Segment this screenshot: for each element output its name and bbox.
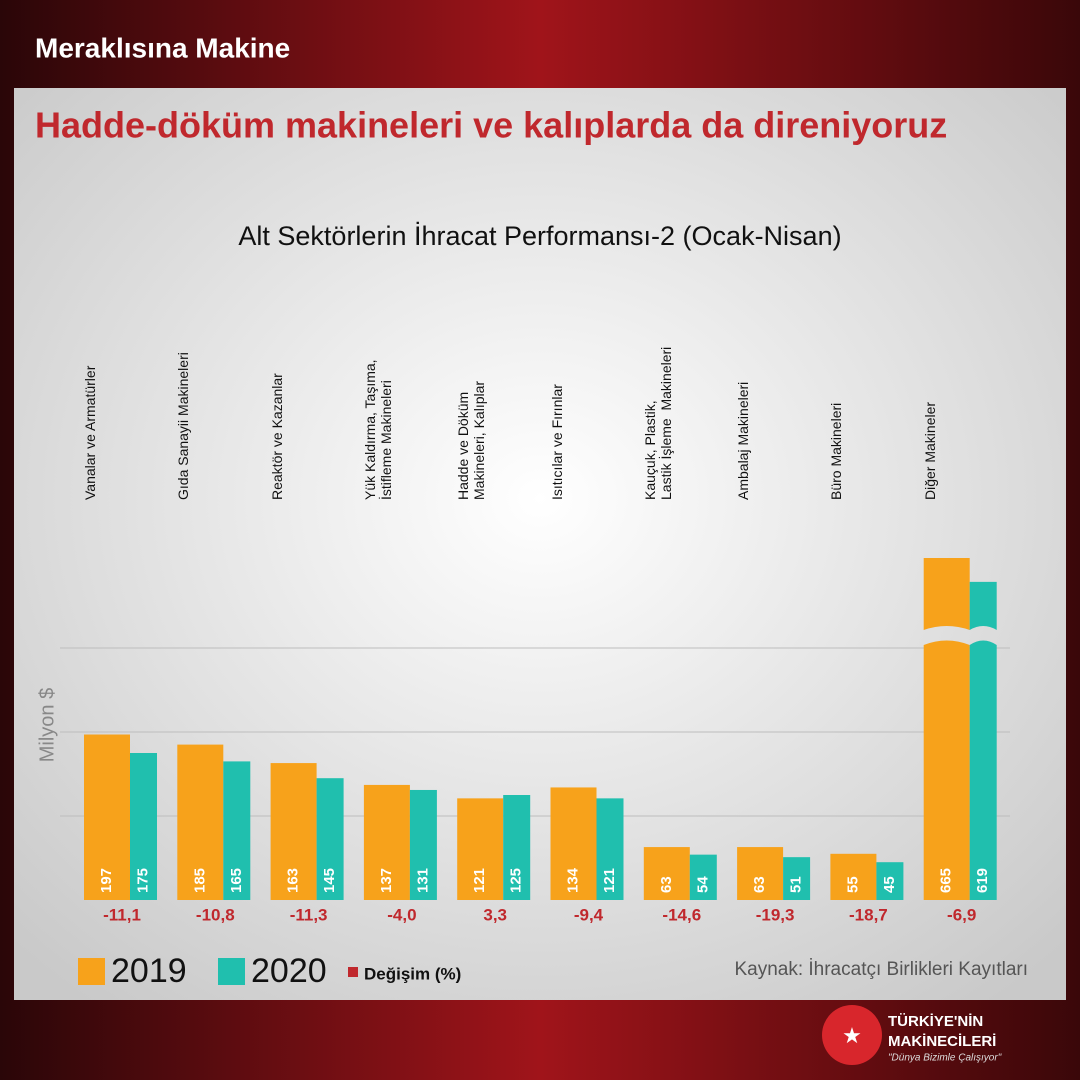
headline: Hadde-döküm makineleri ve kalıplarda da … [35,105,947,146]
bar-value-label: 137 [378,868,395,893]
bar [783,857,811,900]
bar-value-label: 63 [658,876,675,893]
category-label: Gıda Sanayii Makineleri [175,352,192,500]
bar-value-label: 55 [844,876,861,893]
legend-swatch [218,958,245,985]
logo-line: MAKİNECİLERİ [888,1033,996,1050]
logo-slogan: "Dünya Bizimle Çalışıyor" [888,1053,1002,1064]
bar [923,558,970,900]
bar-value-label: 51 [788,876,805,893]
bar-value-label: 125 [508,868,525,893]
bar [503,795,531,900]
bar-value-label: 175 [134,868,151,893]
bar [177,744,224,900]
bar [643,847,690,900]
bar [689,854,717,900]
bar-value-label: 665 [938,868,955,893]
bar-value-label: 163 [285,868,302,893]
category-label: Büro Makineleri [828,402,845,500]
bar-value-label: 45 [881,876,898,893]
category-label: Vanalar ve Armatürler [82,365,98,500]
bar [737,847,784,900]
bar [409,789,437,900]
logo-line: TÜRKİYE'NİN [888,1013,983,1030]
logo-star: ★ [842,1023,862,1048]
legend-label: Değişim (%) [364,964,461,983]
legend-label: 2019 [111,952,187,990]
change-label: -19,3 [756,905,795,924]
bar-value-label: 134 [564,867,581,893]
bar-value-label: 619 [974,868,991,893]
bar-value-label: 185 [191,868,208,893]
category-label: Isıtıcılar ve Fırınlar [548,384,565,500]
category-label: Reaktör ve Kazanlar [268,373,285,500]
bar [363,784,410,900]
bar [550,787,597,900]
change-label: -6,9 [947,905,976,924]
bar-value-label: 63 [751,876,768,893]
bar [457,798,504,900]
bar [596,798,624,900]
legend-label: 2020 [251,952,327,990]
logo-circle [822,1005,882,1065]
change-label: -10,8 [196,905,235,924]
change-label: 3,3 [483,905,507,924]
chart-title: Alt Sektörlerin İhracat Performansı-2 (O… [238,220,841,251]
bar [316,778,344,900]
change-label: -4,0 [387,905,416,924]
bar [130,753,157,900]
bar [270,763,317,900]
bar-value-label: 197 [98,868,115,893]
legend-swatch [348,967,358,977]
category-label: Yük Kaldırma, Taşıma, İstifleme Makinele… [361,359,394,500]
change-label: -11,1 [103,905,141,924]
bar-value-label: 121 [471,868,488,893]
bar [223,761,251,900]
bar [969,581,997,900]
y-axis-label: Milyon $ [36,688,58,762]
bar-value-label: 131 [414,868,431,893]
bar-value-label: 165 [228,868,245,893]
change-label: -11,3 [290,905,328,924]
bar-value-label: 145 [321,868,338,893]
change-label: -9,4 [574,905,604,924]
change-label: -14,6 [662,905,701,924]
bar-value-label: 54 [694,876,711,893]
legend-swatch [78,958,105,985]
source: Kaynak: İhracatçı Birlikleri Kayıtları [734,959,1028,980]
category-label: Diğer Makineler [921,401,938,500]
change-label: -18,7 [849,905,888,924]
bar-value-label: 121 [601,868,618,893]
header: Meraklısına Makine [35,32,290,63]
category-label: Hadde ve Döküm Makineleri, Kalıplar [455,380,488,500]
bar [84,734,130,900]
bar [830,853,877,900]
bar [876,862,904,900]
category-label: Kauçuk, Plastik, Lastik İşleme Makineler… [641,346,674,500]
category-label: Ambalaj Makineleri [735,381,752,500]
